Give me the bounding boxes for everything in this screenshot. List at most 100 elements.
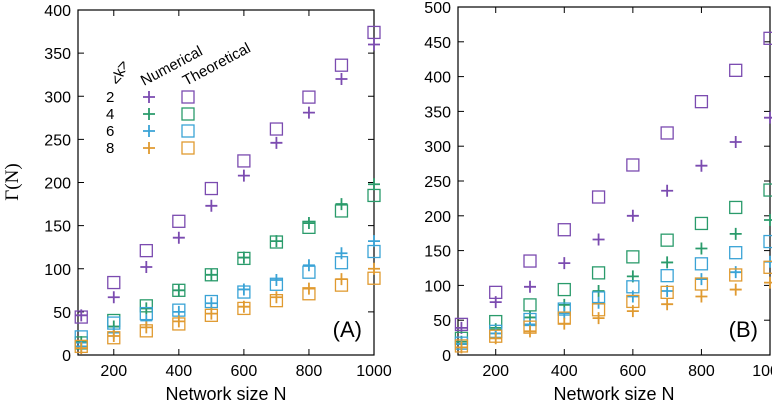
numerical-point <box>661 256 674 269</box>
legend-theoretical-marker <box>181 107 195 121</box>
numerical-point <box>368 178 380 191</box>
series-k2-numerical <box>455 111 772 334</box>
legend-numerical-marker <box>143 91 155 103</box>
numerical-point <box>764 276 772 289</box>
series-k4-theoretical <box>454 183 772 345</box>
legend-k-value: 6 <box>106 123 114 140</box>
y-tick-label: 0 <box>442 348 451 365</box>
panel-label: (B) <box>729 317 758 342</box>
numerical-point <box>592 233 605 246</box>
numerical-point <box>140 302 153 315</box>
numerical-point <box>695 273 708 286</box>
numerical-point <box>335 247 348 260</box>
numerical-point <box>661 184 674 197</box>
numerical-point <box>205 268 218 281</box>
theoretical-point <box>660 126 674 140</box>
theoretical-point <box>107 316 121 330</box>
theoretical-point <box>694 216 709 231</box>
theoretical-point <box>557 223 571 237</box>
x-tick-label: 200 <box>482 363 509 380</box>
numerical-point <box>107 291 120 304</box>
theoretical-point <box>367 271 381 285</box>
theoretical-point <box>591 190 606 204</box>
theoretical-point <box>269 277 284 291</box>
theoretical-point <box>626 280 640 294</box>
numerical-point <box>661 298 674 311</box>
numerical-point <box>237 283 250 296</box>
theoretical-point <box>367 188 381 203</box>
x-tick-label: 400 <box>165 363 192 380</box>
x-tick-label: 800 <box>688 363 715 380</box>
series-k8-theoretical <box>74 271 381 354</box>
numerical-point <box>302 259 315 272</box>
legend-theoretical-marker <box>181 124 195 138</box>
y-tick-label: 50 <box>53 305 71 322</box>
theoretical-point <box>237 285 251 299</box>
theoretical-point <box>660 233 674 247</box>
theoretical-point <box>523 254 537 268</box>
y-tick-label: 400 <box>424 70 451 87</box>
numerical-point <box>592 296 605 309</box>
theoretical-point <box>334 58 349 72</box>
theoretical-point <box>454 317 469 332</box>
series-k6-numerical <box>455 255 772 350</box>
theoretical-point <box>139 306 153 321</box>
theoretical-point <box>763 183 772 197</box>
series-k8-theoretical <box>454 260 772 353</box>
series-k8-numerical <box>455 276 772 354</box>
y-tick-label: 250 <box>44 132 71 149</box>
theoretical-point <box>489 329 503 343</box>
series-k6-numerical <box>75 235 380 353</box>
theoretical-point <box>204 181 219 196</box>
numerical-point <box>729 136 742 149</box>
theoretical-point <box>172 214 186 228</box>
theoretical-point <box>237 154 251 168</box>
numerical-point <box>729 266 742 279</box>
theoretical-point <box>660 285 674 300</box>
theoretical-point <box>591 303 606 317</box>
theoretical-point <box>269 235 284 249</box>
theoretical-point <box>557 302 571 316</box>
numerical-point <box>172 231 185 244</box>
theoretical-point <box>763 234 772 249</box>
numerical-point <box>140 261 153 274</box>
numerical-point <box>695 290 708 303</box>
numerical-point <box>335 73 348 85</box>
plot-frame <box>457 6 771 356</box>
numerical-point <box>695 159 708 172</box>
theoretical-point <box>302 265 316 279</box>
y-axis-label: Γ(N) <box>2 163 23 200</box>
theoretical-point <box>367 244 381 259</box>
theoretical-point <box>269 294 284 308</box>
y-tick-label: 300 <box>424 139 451 156</box>
theoretical-point <box>204 268 219 282</box>
numerical-point <box>335 198 348 211</box>
theoretical-point <box>139 324 153 338</box>
numerical-point <box>592 312 605 325</box>
numerical-point <box>302 217 315 230</box>
legend-numerical-marker <box>143 142 155 154</box>
numerical-point <box>270 273 283 286</box>
legend-header-k: <k> <box>108 58 133 88</box>
theoretical-point <box>269 122 284 136</box>
y-tick-label: 300 <box>44 89 71 106</box>
theoretical-point <box>763 260 772 274</box>
legend-numerical-marker <box>143 108 155 120</box>
theoretical-point <box>204 294 219 309</box>
numerical-point <box>558 257 571 270</box>
theoretical-point <box>626 158 640 172</box>
legend-k-value: 4 <box>106 106 114 123</box>
panel-b: 200 400 600 800 1000 0 50 100 150 200 250 300 350 400… <box>424 0 772 404</box>
numerical-point <box>270 291 283 304</box>
theoretical-point <box>660 269 674 283</box>
theoretical-point <box>237 251 251 266</box>
numerical-point <box>729 283 742 296</box>
numerical-point <box>270 235 283 248</box>
y-tick-label: 100 <box>44 262 71 279</box>
theoretical-point <box>557 282 571 297</box>
theoretical-point <box>523 320 537 334</box>
numerical-point <box>729 227 742 240</box>
panel-label: (A) <box>333 317 362 342</box>
numerical-point <box>368 38 380 51</box>
